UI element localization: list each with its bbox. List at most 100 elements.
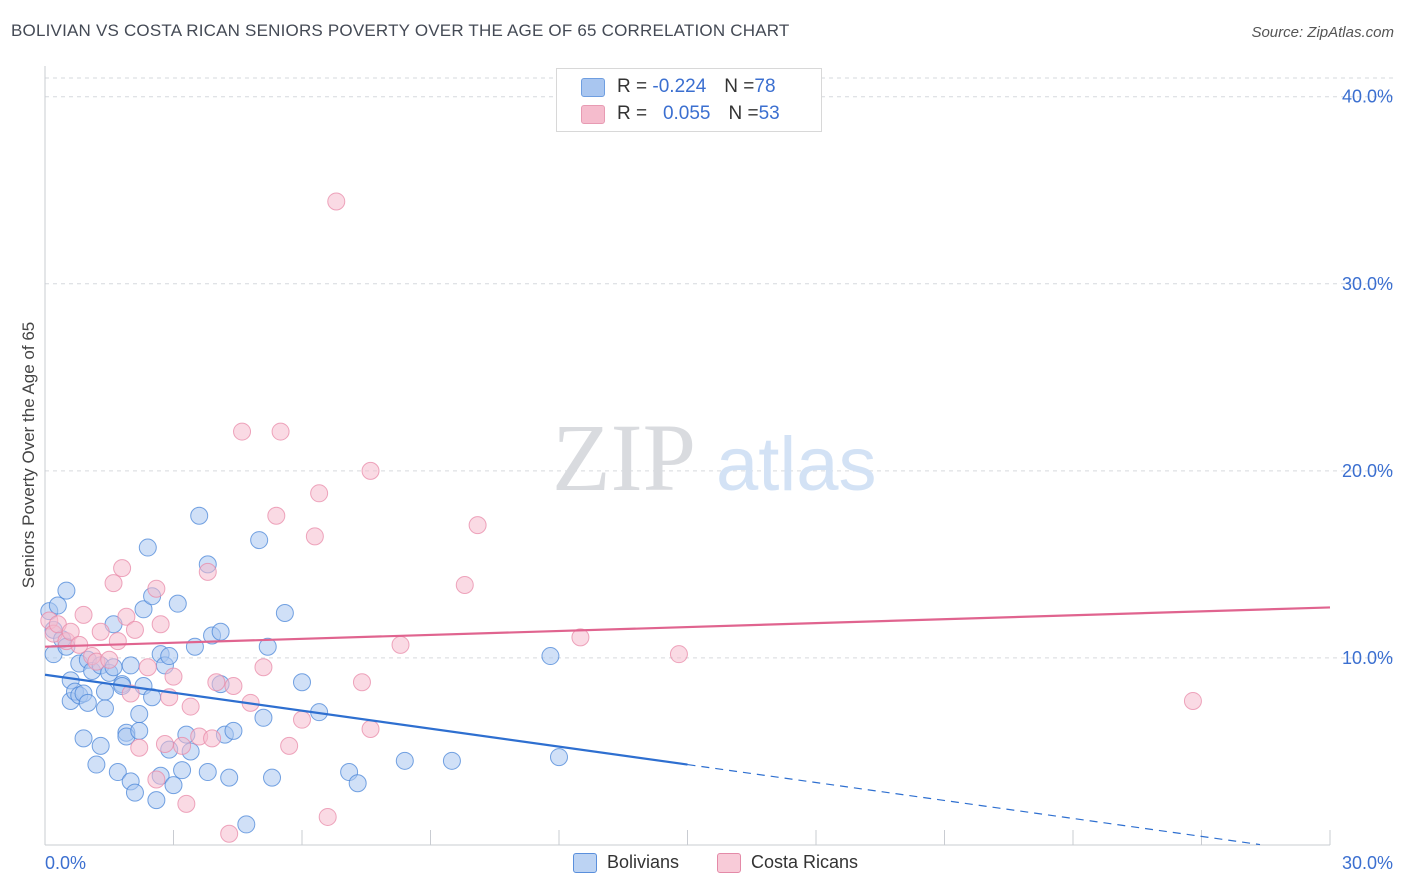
- bolivian-point: [258, 637, 277, 656]
- n-label: N =: [728, 103, 759, 124]
- costa-rican-point: [104, 574, 123, 593]
- costa-rican-point: [138, 658, 157, 677]
- stats-row-costa-ricans: R = 0.055 N = 53: [581, 102, 780, 126]
- costa-rican-point: [280, 736, 299, 755]
- bolivian-point: [275, 604, 294, 623]
- bolivian-point: [190, 506, 209, 525]
- n-value: 53: [758, 103, 780, 124]
- watermark-zip: ZIP: [552, 404, 696, 511]
- costa-rican-point: [669, 645, 688, 664]
- bolivian-point: [211, 622, 230, 641]
- y-tick-label: 20.0%: [1342, 461, 1393, 481]
- costa-rican-point: [130, 738, 149, 757]
- bolivian-point: [138, 538, 157, 557]
- bolivian-point: [134, 600, 153, 619]
- costa-rican-point: [177, 794, 196, 813]
- bolivian-point: [550, 748, 568, 767]
- costa-rican-point: [125, 620, 144, 639]
- y-tick-label: 10.0%: [1342, 648, 1393, 668]
- bolivian-point: [78, 693, 97, 712]
- costa-rican-point: [310, 484, 329, 503]
- r-label: R =: [617, 76, 648, 97]
- costa-rican-point: [1183, 691, 1202, 710]
- bolivian-point: [74, 729, 93, 748]
- bolivian-point: [254, 708, 273, 727]
- watermark-atlas: atlas: [716, 422, 877, 507]
- bolivian-point: [224, 721, 243, 740]
- bolivian-point: [95, 699, 114, 718]
- costa-ricans-trend-line: [44, 606, 1331, 648]
- axes: [44, 66, 1331, 846]
- bolivians-trend-line: [44, 673, 688, 766]
- costa-ricans-swatch: [581, 104, 605, 124]
- x-tick-label: 30.0%: [1342, 853, 1393, 873]
- bolivian-point: [108, 763, 127, 782]
- costa-rican-point: [61, 622, 80, 641]
- costa-rican-point: [108, 632, 127, 651]
- bolivian-point: [160, 647, 179, 666]
- stats-legend: R = -0.224 N = 78 R = 0.055 N = 53: [556, 68, 822, 132]
- costa-rican-point: [455, 575, 474, 594]
- legend-label: Bolivians: [607, 852, 680, 872]
- costa-rican-point: [220, 824, 239, 843]
- costa-rican-point: [361, 461, 380, 480]
- costa-rican-point: [318, 807, 337, 826]
- bolivian-point: [48, 596, 67, 615]
- costa-rican-point: [571, 628, 590, 647]
- bolivian-point: [185, 637, 204, 656]
- costa-rican-point: [117, 607, 136, 626]
- y-tick-label: 30.0%: [1342, 274, 1393, 294]
- n-value: 78: [754, 76, 776, 97]
- bolivian-point: [263, 768, 282, 787]
- r-label: R =: [617, 103, 648, 124]
- costa-rican-point: [224, 676, 243, 695]
- r-value: 0.055: [662, 103, 711, 124]
- bolivian-point: [91, 736, 110, 755]
- legend-item-costa-ricans[interactable]: Costa Ricans: [717, 852, 858, 873]
- y-axis-label: Seniors Poverty Over the Age of 65: [19, 322, 38, 588]
- bolivian-point: [173, 761, 192, 780]
- costa-rican-point: [203, 729, 222, 748]
- x-tick-label: 0.0%: [45, 853, 86, 873]
- costa-rican-point: [121, 684, 140, 703]
- bolivian-point: [87, 755, 106, 774]
- costa-rican-point: [233, 422, 252, 441]
- costa-rican-point: [352, 673, 371, 692]
- costa-rican-point: [361, 720, 380, 739]
- costa-rican-point: [147, 770, 166, 789]
- bolivian-point: [237, 815, 256, 834]
- bolivian-point: [147, 791, 166, 810]
- chart-title: BOLIVIAN VS COSTA RICAN SENIORS POVERTY …: [11, 21, 790, 40]
- trend-lines: [44, 606, 1331, 846]
- costa-rican-point: [327, 192, 346, 211]
- costa-rican-point: [74, 605, 93, 624]
- costa-rican-point: [198, 562, 217, 581]
- n-label: N =: [724, 76, 755, 97]
- bolivian-point: [348, 774, 367, 793]
- costa-rican-point: [305, 527, 324, 546]
- bolivian-point: [442, 751, 461, 770]
- costa-rican-point: [181, 697, 200, 716]
- data-points: [40, 192, 1202, 843]
- costa-rican-point: [147, 579, 166, 598]
- bolivians-trend-extension: [687, 763, 1261, 846]
- tick-labels: 10.0% 20.0% 30.0% 40.0% 0.0% 30.0%: [45, 87, 1393, 873]
- bolivian-point: [95, 682, 114, 701]
- bolivian-point: [541, 647, 560, 666]
- costa-rican-point: [113, 559, 132, 578]
- costa-rican-point: [267, 506, 286, 525]
- costa-rican-point: [468, 516, 487, 535]
- costa-rican-point: [91, 622, 110, 641]
- bolivian-point: [220, 768, 239, 787]
- legend-item-bolivians[interactable]: Bolivians: [573, 852, 679, 873]
- r-value: -0.224: [652, 76, 707, 97]
- stats-row-bolivians: R = -0.224 N = 78: [581, 75, 776, 99]
- costa-rican-point: [151, 615, 170, 634]
- costa-rican-point: [254, 658, 273, 677]
- bolivian-point: [125, 783, 144, 802]
- costa-rican-point: [391, 635, 410, 654]
- bolivian-point: [250, 531, 269, 550]
- grid-lines: [45, 77, 1395, 659]
- y-tick-label: 40.0%: [1342, 87, 1393, 107]
